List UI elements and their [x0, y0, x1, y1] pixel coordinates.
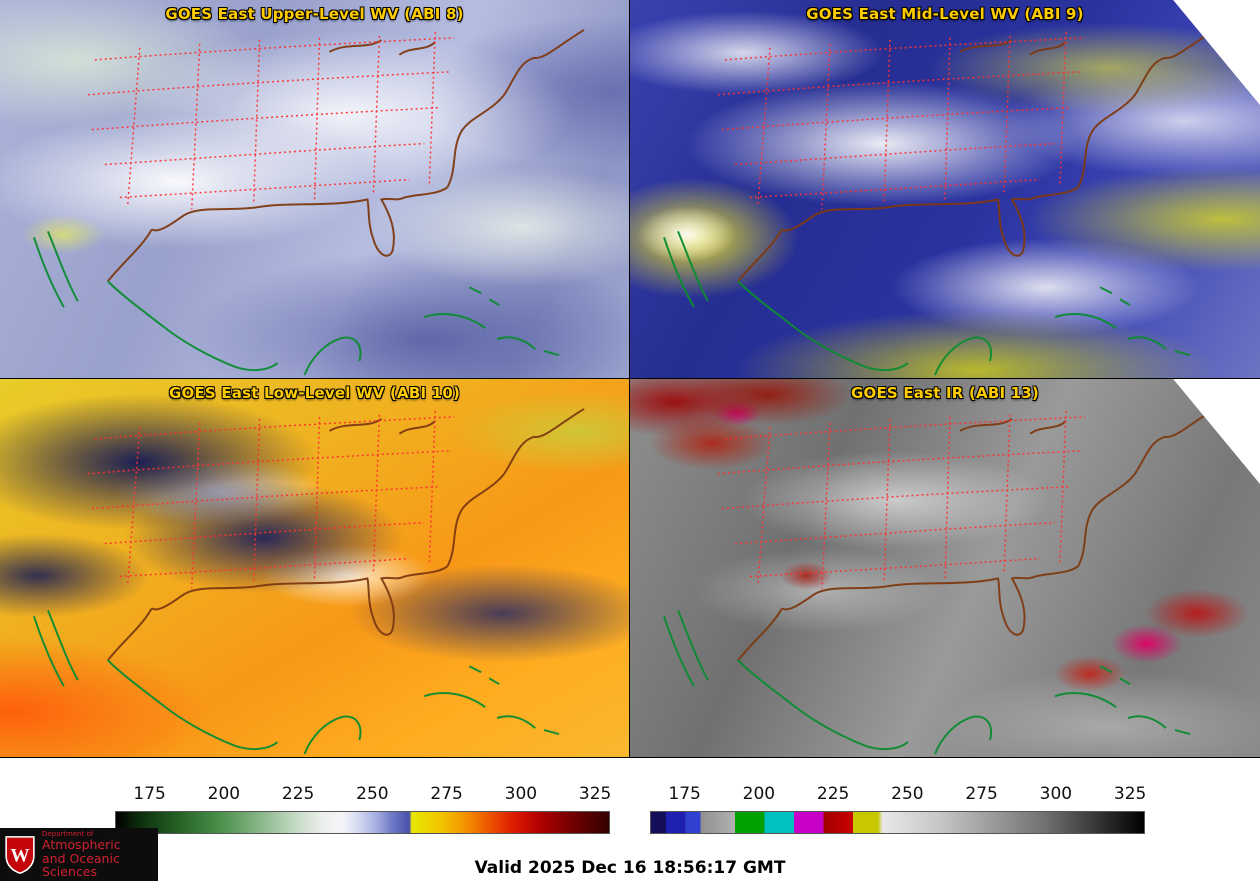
uw-crest-icon: W	[5, 835, 35, 874]
tick-label: 300	[1039, 784, 1073, 804]
logo-dept-line: Department of	[42, 830, 94, 839]
panel-grid: GOES East Upper-Level WV (ABI 8) GOES Ea…	[0, 0, 1260, 758]
tick-label: 200	[742, 784, 776, 804]
map-overlay	[663, 28, 1216, 377]
wv-colorbar-ticks: 175 200 225 250 275 300 325	[115, 782, 612, 811]
panel-upper-level-wv: GOES East Upper-Level WV (ABI 8)	[0, 0, 630, 379]
uw-aos-logo: W Department of Atmospheric and Oceanic …	[0, 828, 158, 881]
panel-title: GOES East IR (ABI 13)	[850, 384, 1039, 402]
tick-label: 250	[356, 784, 389, 804]
panel-title: GOES East Mid-Level WV (ABI 9)	[806, 5, 1084, 23]
tick-label: 225	[281, 784, 315, 804]
footer-area: 175 200 225 250 275 300 325 175 200 225 …	[0, 758, 1260, 881]
map-overlay	[32, 28, 586, 377]
logo-name-line2: and Oceanic Sciences	[42, 850, 120, 879]
tick-label: 275	[965, 784, 998, 804]
ir-colorbar	[650, 811, 1145, 834]
panel-ir: GOES East IR (ABI 13)	[630, 379, 1260, 758]
tick-label: 250	[891, 784, 924, 804]
map-overlay	[663, 407, 1216, 756]
panel-low-level-wv: GOES East Low-Level WV (ABI 10)	[0, 379, 630, 758]
panel-title: GOES East Low-Level WV (ABI 10)	[168, 384, 461, 402]
logo-name-line1: Atmospheric	[42, 837, 121, 853]
wv-colorbar	[115, 811, 610, 834]
tick-label: 300	[504, 784, 538, 804]
panel-mid-level-wv: GOES East Mid-Level WV (ABI 9)	[630, 0, 1260, 379]
tick-label: 175	[668, 784, 701, 804]
ir-colorbar-block: 175 200 225 250 275 300 325	[650, 782, 1147, 834]
panel-title: GOES East Upper-Level WV (ABI 8)	[165, 5, 464, 23]
ir-colorbar-ticks: 175 200 225 250 275 300 325	[650, 782, 1147, 811]
tick-label: 225	[816, 784, 850, 804]
tick-label: 325	[1113, 784, 1147, 804]
tick-label: 175	[133, 784, 166, 804]
wv-colorbar-block: 175 200 225 250 275 300 325	[115, 782, 612, 834]
map-overlay	[32, 407, 586, 756]
crest-letter: W	[10, 845, 29, 866]
tick-label: 325	[578, 784, 612, 804]
valid-timestamp: Valid 2025 Dec 16 18:56:17 GMT	[474, 858, 786, 878]
tick-label: 200	[207, 784, 241, 804]
tick-label: 275	[430, 784, 463, 804]
logo-text: Department of Atmospheric and Oceanic Sc…	[42, 830, 158, 879]
colorbar-row: 175 200 225 250 275 300 325 175 200 225 …	[115, 782, 1147, 834]
